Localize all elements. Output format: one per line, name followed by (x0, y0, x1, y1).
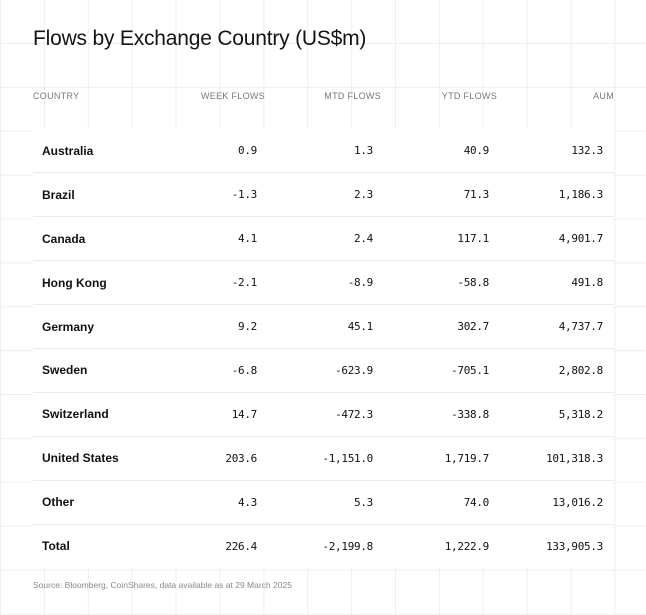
cell-ytd-flows: -705.1 (381, 347, 497, 393)
table-row: Canada 4.1 2.4 117.1 4,901.7 (33, 216, 614, 261)
cell-ytd-flows: 40.9 (381, 129, 497, 173)
cell-week-flows: 9.2 (149, 304, 265, 349)
cell-ytd-flows: 1,222.9 (381, 523, 497, 568)
page-title: Flows by Exchange Country (US$m) (33, 27, 367, 50)
cell-country: Hong Kong (33, 260, 149, 305)
table-row: Germany 9.2 45.1 302.7 4,737.7 (33, 304, 614, 349)
cell-ytd-flows: 302.7 (381, 304, 497, 349)
cell-mtd-flows: 45.1 (265, 304, 381, 349)
flows-table: COUNTRY WEEK FLOWS MTD FLOWS YTD FLOWS A… (33, 85, 614, 568)
cell-country: Sweden (33, 347, 149, 393)
table-body: Australia 0.9 1.3 40.9 132.3 Brazil -1.3… (33, 129, 614, 568)
column-header-mtd-flows: MTD FLOWS (324, 91, 381, 101)
cell-week-flows: 4.1 (149, 216, 265, 261)
header-row: COUNTRY WEEK FLOWS MTD FLOWS YTD FLOWS A… (33, 85, 614, 107)
cell-country: Other (33, 479, 149, 525)
table-header: COUNTRY WEEK FLOWS MTD FLOWS YTD FLOWS A… (33, 85, 614, 129)
cell-week-flows: 0.9 (149, 129, 265, 173)
cell-week-flows: 14.7 (149, 391, 265, 437)
column-header-aum: AUM (593, 91, 614, 101)
cell-country: Australia (33, 129, 149, 173)
cell-aum: 491.8 (497, 260, 614, 305)
cell-country: Total (33, 523, 149, 568)
table-row: Hong Kong -2.1 -8.9 -58.8 491.8 (33, 260, 614, 305)
table-row: Brazil -1.3 2.3 71.3 1,186.3 (33, 172, 614, 217)
cell-mtd-flows: 5.3 (265, 479, 381, 525)
cell-mtd-flows: 1.3 (265, 129, 381, 173)
cell-week-flows: -6.8 (149, 347, 265, 393)
cell-ytd-flows: 1,719.7 (381, 435, 497, 481)
cell-week-flows: 203.6 (149, 435, 265, 481)
cell-week-flows: 4.3 (149, 479, 265, 525)
cell-ytd-flows: 71.3 (381, 172, 497, 217)
cell-ytd-flows: -338.8 (381, 391, 497, 437)
cell-country: United States (33, 435, 149, 481)
cell-aum: 13,016.2 (497, 479, 614, 525)
cell-country: Switzerland (33, 391, 149, 437)
cell-mtd-flows: -2,199.8 (265, 523, 381, 568)
cell-aum: 4,901.7 (497, 216, 614, 261)
cell-mtd-flows: 2.4 (265, 216, 381, 261)
table-row: United States 203.6 -1,151.0 1,719.7 101… (33, 435, 614, 481)
cell-mtd-flows: -472.3 (265, 391, 381, 437)
cell-mtd-flows: -8.9 (265, 260, 381, 305)
table-row: Switzerland 14.7 -472.3 -338.8 5,318.2 (33, 391, 614, 437)
table-row: Australia 0.9 1.3 40.9 132.3 (33, 129, 614, 173)
cell-ytd-flows: 117.1 (381, 216, 497, 261)
table-row-total: Total 226.4 -2,199.8 1,222.9 133,905.3 (33, 523, 614, 568)
flows-table-container: COUNTRY WEEK FLOWS MTD FLOWS YTD FLOWS A… (33, 85, 614, 568)
cell-week-flows: 226.4 (149, 523, 265, 568)
column-header-country: COUNTRY (33, 91, 80, 101)
source-note: Source: Bloomberg, CoinShares, data avai… (33, 580, 292, 590)
table-row: Sweden -6.8 -623.9 -705.1 2,802.8 (33, 347, 614, 393)
cell-mtd-flows: -623.9 (265, 347, 381, 393)
cell-ytd-flows: 74.0 (381, 479, 497, 525)
cell-mtd-flows: 2.3 (265, 172, 381, 217)
cell-aum: 5,318.2 (497, 391, 614, 437)
cell-country: Brazil (33, 172, 149, 217)
cell-country: Germany (33, 304, 149, 349)
cell-week-flows: -2.1 (149, 260, 265, 305)
cell-aum: 1,186.3 (497, 172, 614, 217)
cell-ytd-flows: -58.8 (381, 260, 497, 305)
cell-aum: 4,737.7 (497, 304, 614, 349)
cell-aum: 2,802.8 (497, 347, 614, 393)
column-header-week-flows: WEEK FLOWS (200, 91, 265, 101)
cell-aum: 132.3 (497, 129, 614, 173)
table-row: Other 4.3 5.3 74.0 13,016.2 (33, 479, 614, 525)
column-header-ytd-flows: YTD FLOWS (441, 91, 497, 101)
cell-aum: 133,905.3 (497, 523, 614, 568)
cell-aum: 101,318.3 (497, 435, 614, 481)
header-spacer (33, 107, 614, 129)
cell-mtd-flows: -1,151.0 (265, 435, 381, 481)
cell-week-flows: -1.3 (149, 172, 265, 217)
cell-country: Canada (33, 216, 149, 261)
